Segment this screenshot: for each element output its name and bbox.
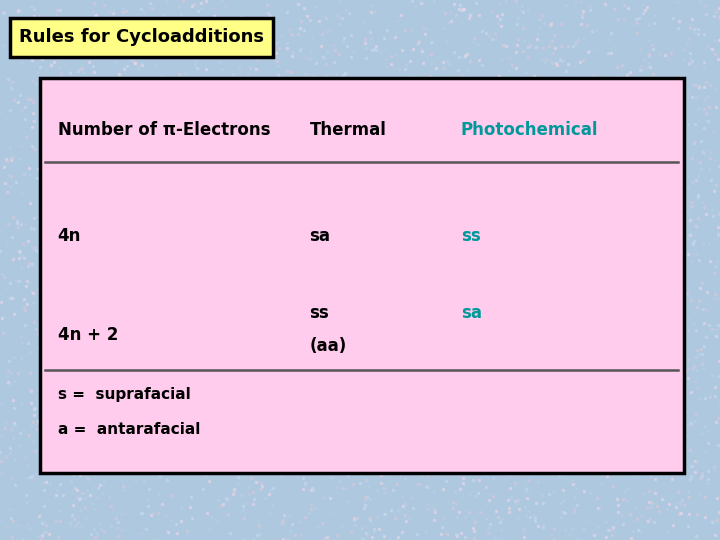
Text: Thermal: Thermal <box>310 120 387 139</box>
Text: ss: ss <box>310 304 329 322</box>
FancyBboxPatch shape <box>10 18 273 57</box>
Text: Photochemical: Photochemical <box>461 120 598 139</box>
Text: s =  suprafacial: s = suprafacial <box>58 387 190 402</box>
Text: 4n: 4n <box>58 227 81 245</box>
Text: 4n + 2: 4n + 2 <box>58 326 118 343</box>
Text: sa: sa <box>461 304 482 322</box>
FancyBboxPatch shape <box>40 78 684 472</box>
Text: ss: ss <box>461 227 480 245</box>
Text: a =  antarafacial: a = antarafacial <box>58 422 200 437</box>
Text: (aa): (aa) <box>310 338 347 355</box>
Text: Number of π-Electrons: Number of π-Electrons <box>58 120 270 139</box>
Text: Rules for Cycloadditions: Rules for Cycloadditions <box>19 28 264 46</box>
Text: sa: sa <box>310 227 330 245</box>
